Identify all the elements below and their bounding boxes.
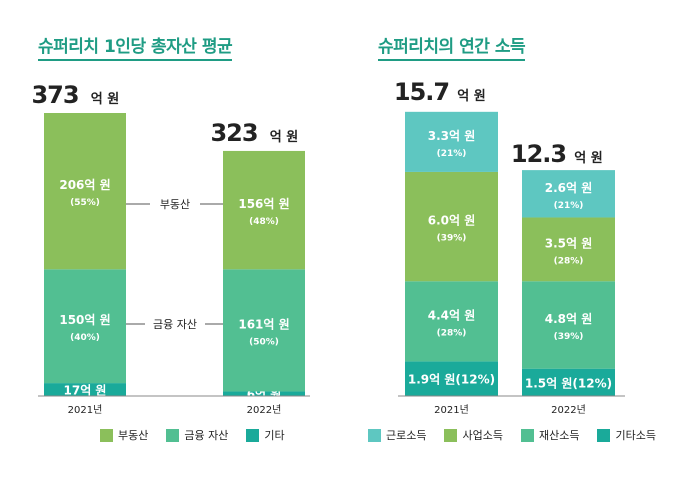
segment-label: 17억 원 (64, 384, 107, 398)
legend-item: 기타 (246, 427, 285, 443)
segment-percent: (28%) (554, 256, 584, 266)
legend-item: 근로소득 (368, 427, 426, 443)
total-unit: 억 원 (91, 92, 119, 107)
legend-swatch (444, 428, 458, 442)
bar-segment (522, 281, 615, 369)
segment-label: 3.5억 원 (545, 236, 593, 250)
legend-swatch (520, 428, 534, 442)
asset-chart-panel: 슈퍼리치 1인당 총자산 평균 17억 원 150억 원 (40%) 206억 원 (5… (31, 36, 310, 443)
total-unit: 억 원 (270, 130, 298, 145)
asset-chart-legend: 부동산 금융 자산 기타 (100, 427, 303, 443)
legend-swatch (597, 428, 611, 442)
total-unit: 억 원 (574, 151, 602, 166)
asset-chart-title: 슈퍼리치 1인당 총자산 평균 (38, 36, 233, 61)
segment-percent: (48%) (249, 217, 279, 227)
segment-label: 2.6억 원 (545, 181, 593, 195)
bar-segment (522, 170, 615, 218)
segment-label: 4.8억 원 (545, 312, 593, 326)
segment-percent: (39%) (554, 332, 584, 342)
legend-swatch (100, 428, 113, 442)
segment-label: 1.9억 원(12%) (408, 373, 495, 387)
legend-item: 사업소득 (444, 427, 503, 443)
legend-label: 근로소득 (386, 429, 427, 442)
segment-label: 206억 원 (59, 178, 110, 192)
callout-label: 금융 자산 (153, 318, 197, 331)
legend-swatch (166, 428, 180, 442)
segment-label: 3.3억 원 (428, 129, 476, 143)
bar-segment (223, 269, 305, 392)
income-chart-legend: 근로소득 사업소득 재산소득 기타소득 (368, 427, 674, 443)
bar-segment (405, 111, 498, 172)
income-chart-title: 슈퍼리치의 연간 소득 (378, 36, 526, 61)
bar-segment (223, 150, 305, 270)
segment-percent: (50%) (249, 337, 279, 347)
category-label: 2021년 (68, 404, 103, 416)
legend-swatch (246, 428, 260, 442)
income-chart-panel: 슈퍼리치의 연간 소득 1.9억 원(12%) 4.4억 원 (28%) 6.0억 원… (340, 0, 680, 480)
legend-swatch (368, 428, 381, 442)
segment-label: 150억 원 (59, 313, 110, 327)
segment-percent: (40%) (70, 333, 100, 343)
segment-label: 156억 원 (238, 197, 289, 211)
legend-item: 부동산 (100, 427, 148, 443)
legend-label: 금융 자산 (184, 429, 229, 442)
bar-segment (405, 171, 498, 282)
segment-percent: (55%) (70, 198, 100, 208)
segment-percent: (39%) (437, 234, 467, 244)
total-value: 15.7 (394, 78, 449, 106)
bar-segment (522, 217, 615, 282)
bar-segment (44, 383, 126, 396)
total-value: 12.3 (511, 140, 566, 168)
legend-item: 기타소득 (597, 427, 656, 443)
legend-label: 사업소득 (462, 429, 503, 442)
legend-item: 재산소득 (520, 427, 580, 443)
legend-item: 금융 자산 (166, 427, 228, 443)
segment-label: 161억 원 (238, 317, 289, 331)
bar-segment (522, 368, 615, 396)
bar-segment (44, 113, 126, 270)
income-chart: 1.9억 원(12%) 4.4억 원 (28%) 6.0억 원 (39%) 3.3억 원 (… (394, 78, 625, 416)
bar-segment (405, 361, 498, 396)
segment-label: 6.0억 원 (428, 214, 476, 228)
bar-segment (405, 281, 498, 362)
total-value: 323 (210, 119, 257, 147)
legend-label: 기타소득 (615, 429, 656, 442)
callout-label: 부동산 (160, 198, 190, 211)
total-unit: 억 원 (457, 89, 485, 104)
bar-segment (44, 269, 126, 384)
total-value: 373 (31, 81, 78, 109)
legend-label: 기타 (264, 429, 285, 442)
category-label: 2022년 (551, 404, 586, 416)
category-label: 2022년 (247, 404, 282, 416)
callout-background (150, 195, 200, 213)
legend-label: 재산소득 (538, 429, 580, 442)
bar-segment (223, 391, 305, 396)
segment-label: 1.5억 원(12%) (525, 376, 612, 390)
category-label: 2021년 (434, 404, 469, 416)
segment-percent: (21%) (437, 149, 467, 159)
segment-label: 4.4억 원 (428, 308, 476, 322)
callout-background (145, 315, 205, 333)
legend-label: 부동산 (118, 429, 149, 442)
segment-percent: (28%) (437, 328, 467, 338)
segment-percent: (21%) (554, 201, 584, 211)
